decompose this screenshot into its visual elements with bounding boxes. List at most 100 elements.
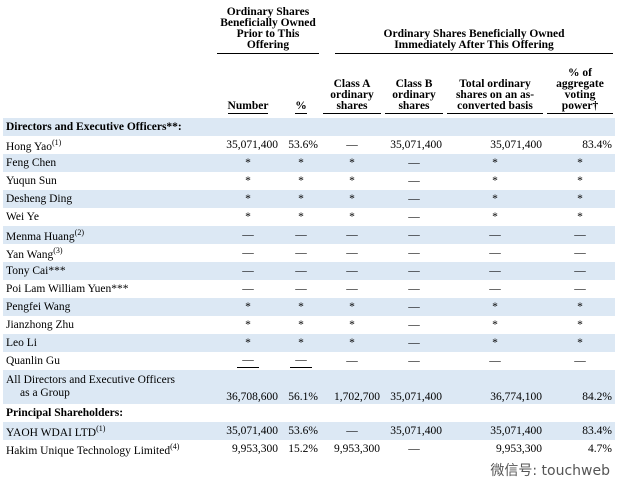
cell-text: — <box>237 354 259 368</box>
column-header-text: Total ordinary shares on an as-converted… <box>447 78 543 114</box>
cell: * <box>298 318 304 331</box>
cell: 9,953,300 <box>334 442 380 455</box>
column-header: % <box>281 54 321 118</box>
cell: — <box>383 262 445 280</box>
header-row: Number% Class A ordinary shares Class B or… <box>3 54 615 118</box>
cell: 56.1% <box>281 370 321 404</box>
name-text: Quanlin Gu <box>6 354 60 367</box>
cell: — <box>545 262 616 280</box>
name-text: Pengfei Wang <box>6 300 71 313</box>
cell: — <box>545 226 616 244</box>
cell: — <box>383 190 445 208</box>
cell: — <box>408 318 420 331</box>
cell: * <box>492 210 498 223</box>
cell: 35,071,400 <box>445 422 545 440</box>
column-header: % of aggregate voting power† <box>545 54 615 118</box>
data-row: Tony Cai*** — — — — — — <box>3 262 616 280</box>
data-row: Yuqun Sun * * * — * * <box>3 172 615 190</box>
cell: — <box>281 226 321 244</box>
name-text: Poi Lam William Yuen*** <box>6 282 129 295</box>
cell: — <box>346 282 358 295</box>
data-row: Wei Ye * * * — * * <box>3 208 615 226</box>
row-name: Quanlin Gu <box>3 352 215 370</box>
cell: * <box>577 210 583 223</box>
cell: * <box>445 298 545 316</box>
header-row: Ordinary Shares Beneficially Owned Prior… <box>3 2 615 54</box>
cell: 35,071,400 <box>226 138 278 151</box>
cell: 35,071,400 <box>490 138 542 151</box>
cell: — <box>242 282 254 295</box>
section-title: Principal Shareholders: <box>6 406 124 419</box>
cell: — <box>242 246 254 259</box>
group-header: Ordinary Shares Beneficially Owned Prior… <box>215 2 321 54</box>
row-name: Yan Wang(3) <box>3 244 215 262</box>
watermark: 微信号: touchweb <box>490 463 610 479</box>
column-header: Number <box>215 54 281 118</box>
section-row: Directors and Executive Officers**: <box>3 118 616 136</box>
cell: 36,708,600 <box>215 370 281 404</box>
cell: — <box>215 262 281 280</box>
cell: — <box>489 246 501 259</box>
cell: 9,953,300 <box>496 442 542 455</box>
ownership-table: Ordinary Shares Beneficially Owned Prior… <box>3 2 616 458</box>
cell: — <box>295 246 307 259</box>
group-header-text: Ordinary Shares Beneficially Owned Immed… <box>335 3 614 54</box>
cell: * <box>445 190 545 208</box>
cell: 83.4% <box>545 422 616 440</box>
data-row: Hong Yao(1) 35,071,400 53.6% — 35,071,400 35,… <box>3 136 615 154</box>
table-header: Ordinary Shares Beneficially Owned Prior… <box>3 2 615 118</box>
cell: — <box>408 246 420 259</box>
name-text: Hakim Unique Technology Limited <box>6 444 171 457</box>
cell: — <box>408 174 420 187</box>
section-title: Directors and Executive Officers**: <box>3 118 616 136</box>
cell: * <box>245 210 251 223</box>
cell: — <box>408 442 420 455</box>
cell: — <box>295 282 307 295</box>
column-header-text: % <box>295 100 307 114</box>
cell: * <box>215 190 281 208</box>
name-text: Yan Wang <box>6 248 54 261</box>
cell: — <box>321 226 383 244</box>
row-name: Pengfei Wang <box>3 298 215 316</box>
name-text: Menma Huang <box>6 230 75 243</box>
cell: — <box>489 354 501 367</box>
cell: * <box>349 318 355 331</box>
cell: — <box>445 262 545 280</box>
row-name: Wei Ye <box>3 208 215 226</box>
cell: — <box>215 226 281 244</box>
data-row: Jianzhong Zhu * * * — * * <box>3 316 615 334</box>
cell: 36,774,100 <box>445 370 545 404</box>
cell: * <box>349 174 355 187</box>
cell: * <box>492 318 498 331</box>
data-row: Desheng Ding * * * — * * <box>3 190 616 208</box>
cell: — <box>383 298 445 316</box>
cell: * <box>281 334 321 352</box>
name-text: Jianzhong Zhu <box>6 318 75 331</box>
table-body: Directors and Executive Officers**: Hong … <box>3 118 616 458</box>
cell: * <box>349 210 355 223</box>
row-name: Leo Li <box>3 334 215 352</box>
cell-text: — <box>290 354 312 368</box>
cell: — <box>346 246 358 259</box>
cell: * <box>281 154 321 172</box>
cell: 35,071,400 <box>390 138 442 151</box>
footnote-ref: (1) <box>52 138 62 148</box>
data-row: Poi Lam William Yuen*** — — — — — — <box>3 280 615 298</box>
row-name: Desheng Ding <box>3 190 215 208</box>
cell: 53.6% <box>281 422 321 440</box>
cell: * <box>298 210 304 223</box>
cell: — <box>408 354 420 367</box>
footnote-ref: (4) <box>170 442 180 452</box>
name-text: Desheng Ding <box>6 192 73 205</box>
cell: 53.6% <box>288 138 318 151</box>
cell: 15.2% <box>288 442 318 455</box>
column-header-text: Class A ordinary shares <box>323 78 381 114</box>
cell: 35,071,400 <box>383 422 445 440</box>
column-header-text: Number <box>227 100 269 114</box>
cell: — <box>574 282 586 295</box>
cell: * <box>545 154 616 172</box>
row-name: YAOH WDAI LTD(1) <box>3 422 215 440</box>
group-header-text: Ordinary Shares Beneficially Owned Prior… <box>217 6 319 54</box>
cell: — <box>489 282 501 295</box>
cell: — <box>321 262 383 280</box>
